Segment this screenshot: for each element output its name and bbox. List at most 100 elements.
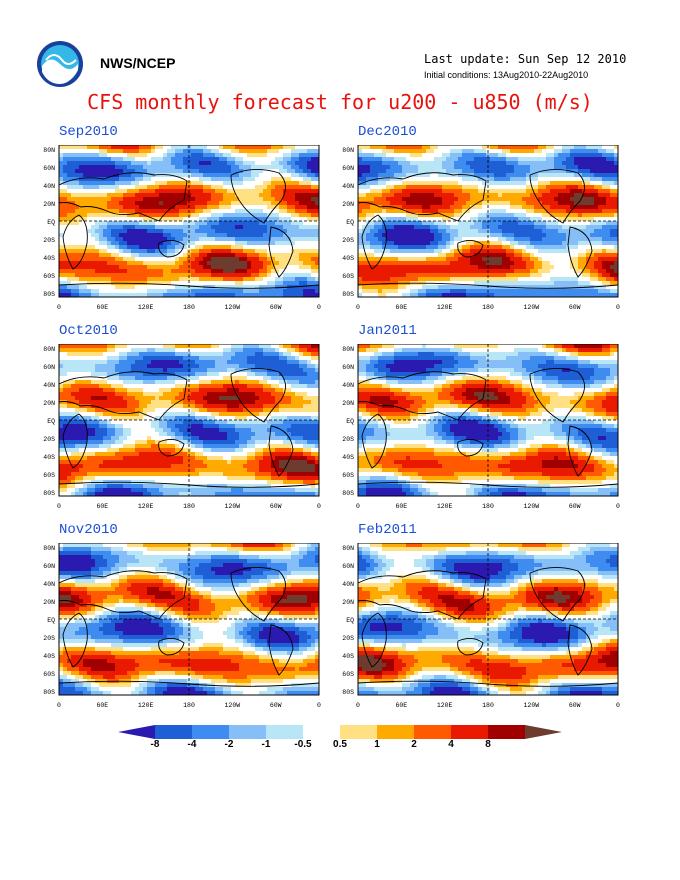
lon-tick-label: 60E bbox=[96, 304, 108, 311]
lat-tick-label: 80N bbox=[43, 147, 55, 154]
lon-tick-label: 0 bbox=[356, 304, 360, 311]
lon-tick-label: 60E bbox=[395, 304, 407, 311]
colorbar-swatch bbox=[414, 725, 452, 739]
lon-tick-label: 0 bbox=[317, 503, 321, 510]
lon-tick-label: 120E bbox=[437, 503, 453, 510]
lat-tick-label: 40N bbox=[43, 581, 55, 588]
lon-tick-label: 120W bbox=[524, 304, 540, 311]
lat-tick-label: 60S bbox=[43, 671, 55, 678]
lon-tick-label: 60W bbox=[270, 503, 282, 510]
colorbar-label: -4 bbox=[187, 739, 197, 750]
lat-tick-label: EQ bbox=[346, 418, 354, 425]
panel-title: Nov2010 bbox=[59, 522, 118, 538]
colorbar-swatch bbox=[340, 725, 378, 739]
lon-tick-label: 0 bbox=[57, 304, 61, 311]
lat-tick-label: 40S bbox=[43, 653, 55, 660]
lon-tick-label: 180 bbox=[183, 304, 195, 311]
lat-tick-label: 20S bbox=[43, 237, 55, 244]
colorbar-label: 1 bbox=[374, 739, 380, 750]
lat-tick-label: 40N bbox=[342, 382, 354, 389]
lon-tick-label: 0 bbox=[57, 503, 61, 510]
lat-tick-label: 60N bbox=[342, 563, 354, 570]
lat-tick-label: 80S bbox=[342, 291, 354, 298]
lat-tick-label: 20S bbox=[43, 436, 55, 443]
lon-tick-label: 120W bbox=[225, 702, 241, 709]
lat-tick-label: 60S bbox=[342, 273, 354, 280]
lat-tick-label: 80N bbox=[43, 545, 55, 552]
lon-tick-label: 180 bbox=[183, 503, 195, 510]
colorbar-swatch bbox=[488, 725, 526, 739]
lat-tick-label: 40S bbox=[342, 454, 354, 461]
lon-tick-label: 120W bbox=[524, 702, 540, 709]
colorbar-label: 8 bbox=[485, 739, 491, 750]
lon-tick-label: 180 bbox=[482, 702, 494, 709]
lat-tick-label: 20N bbox=[43, 599, 55, 606]
noaa-logo-icon bbox=[37, 41, 83, 87]
lon-tick-label: 0 bbox=[356, 503, 360, 510]
colorbar-label: -2 bbox=[224, 739, 234, 750]
lon-tick-label: 60W bbox=[569, 304, 581, 311]
colorbar-label: -1 bbox=[261, 739, 271, 750]
lat-tick-label: 80N bbox=[342, 545, 354, 552]
lon-tick-label: 120W bbox=[524, 503, 540, 510]
lon-tick-label: 120E bbox=[437, 304, 453, 311]
colorbar bbox=[118, 725, 562, 739]
lon-tick-label: 60E bbox=[96, 503, 108, 510]
lat-tick-label: 20N bbox=[342, 599, 354, 606]
lon-tick-label: 180 bbox=[482, 304, 494, 311]
lat-tick-label: 20S bbox=[43, 635, 55, 642]
lat-tick-label: 40S bbox=[43, 454, 55, 461]
lat-tick-label: 80S bbox=[43, 291, 55, 298]
lat-tick-label: 60N bbox=[43, 364, 55, 371]
lon-tick-label: 120W bbox=[225, 503, 241, 510]
lat-tick-label: 20N bbox=[342, 201, 354, 208]
lon-tick-label: 0 bbox=[616, 304, 620, 311]
lon-tick-label: 0 bbox=[317, 702, 321, 709]
panel-title: Feb2011 bbox=[358, 522, 417, 538]
lat-tick-label: 40N bbox=[43, 183, 55, 190]
lon-tick-label: 0 bbox=[616, 503, 620, 510]
lon-tick-label: 60E bbox=[96, 702, 108, 709]
lon-tick-label: 60W bbox=[270, 702, 282, 709]
lat-tick-label: 40S bbox=[342, 653, 354, 660]
colorbar-swatch bbox=[451, 725, 489, 739]
lat-tick-label: 60N bbox=[342, 364, 354, 371]
lon-tick-label: 180 bbox=[482, 503, 494, 510]
lat-tick-label: EQ bbox=[47, 418, 55, 425]
lon-tick-label: 180 bbox=[183, 702, 195, 709]
lat-tick-label: 80S bbox=[43, 490, 55, 497]
colorbar-swatch bbox=[377, 725, 415, 739]
colorbar-swatch bbox=[118, 725, 155, 739]
panel-title: Dec2010 bbox=[358, 124, 417, 140]
org-label: NWS/NCEP bbox=[100, 55, 176, 71]
lat-tick-label: 60S bbox=[342, 472, 354, 479]
lat-tick-label: 60N bbox=[43, 165, 55, 172]
lat-tick-label: 80N bbox=[43, 346, 55, 353]
lat-tick-label: EQ bbox=[47, 617, 55, 624]
lat-tick-label: 40N bbox=[43, 382, 55, 389]
colorbar-swatch bbox=[155, 725, 193, 739]
lat-tick-label: 80N bbox=[342, 147, 354, 154]
lat-tick-label: 80N bbox=[342, 346, 354, 353]
lon-tick-label: 60E bbox=[395, 702, 407, 709]
lat-tick-label: 20N bbox=[43, 201, 55, 208]
last-update: Last update: Sun Sep 12 2010 bbox=[424, 52, 627, 66]
lat-tick-label: EQ bbox=[47, 219, 55, 226]
colorbar-label: 2 bbox=[411, 739, 417, 750]
colorbar-swatch bbox=[229, 725, 267, 739]
colorbar-label: -8 bbox=[150, 739, 160, 750]
lon-tick-label: 60W bbox=[270, 304, 282, 311]
lon-tick-label: 0 bbox=[616, 702, 620, 709]
colorbar-label: -0.5 bbox=[294, 739, 312, 750]
panel-title: Oct2010 bbox=[59, 323, 118, 339]
lon-tick-label: 120E bbox=[138, 304, 154, 311]
lat-tick-label: 60S bbox=[43, 273, 55, 280]
lat-tick-label: 20S bbox=[342, 237, 354, 244]
lat-tick-label: 40S bbox=[342, 255, 354, 262]
lat-tick-label: 20S bbox=[342, 635, 354, 642]
page-title: CFS monthly forecast for u200 - u850 (m/… bbox=[87, 90, 593, 114]
